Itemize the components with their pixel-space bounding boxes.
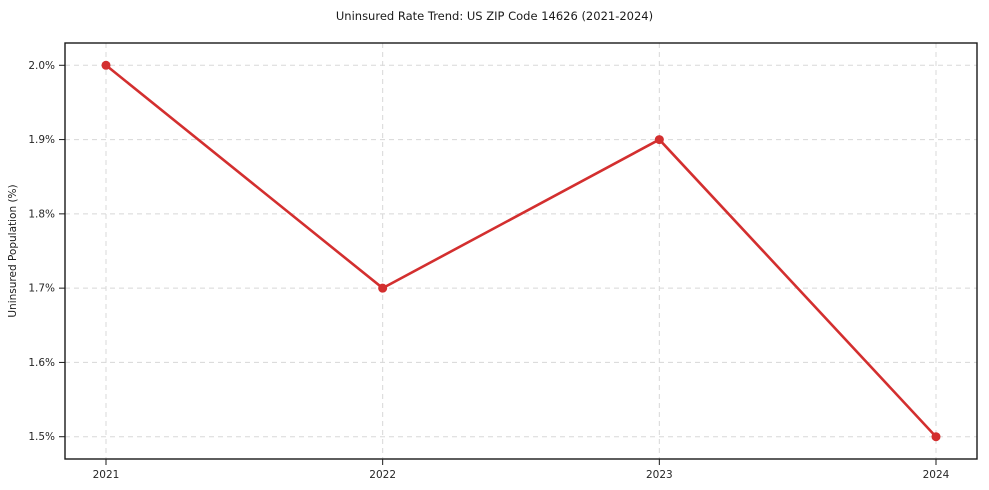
y-tick-label: 1.5% xyxy=(28,431,55,443)
data-point-marker xyxy=(378,283,388,293)
data-point-marker xyxy=(654,135,664,145)
y-tick-label: 2.0% xyxy=(28,60,55,72)
data-point-marker xyxy=(931,432,941,442)
x-tick-label: 2023 xyxy=(646,469,673,481)
trend-line xyxy=(104,63,938,439)
y-tick-label: 1.6% xyxy=(28,357,55,369)
y-tick-label: 1.7% xyxy=(28,283,55,295)
plot-border xyxy=(64,42,978,460)
x-tick-label: 2024 xyxy=(923,469,950,481)
chart-title: Uninsured Rate Trend: US ZIP Code 14626 … xyxy=(335,9,654,23)
x-tick-label: 2021 xyxy=(93,469,120,481)
x-tick-label: 2022 xyxy=(369,469,396,481)
y-tick-label: 1.8% xyxy=(28,208,55,220)
y-tick-label: 1.9% xyxy=(28,134,55,146)
data-point-marker xyxy=(101,60,111,70)
